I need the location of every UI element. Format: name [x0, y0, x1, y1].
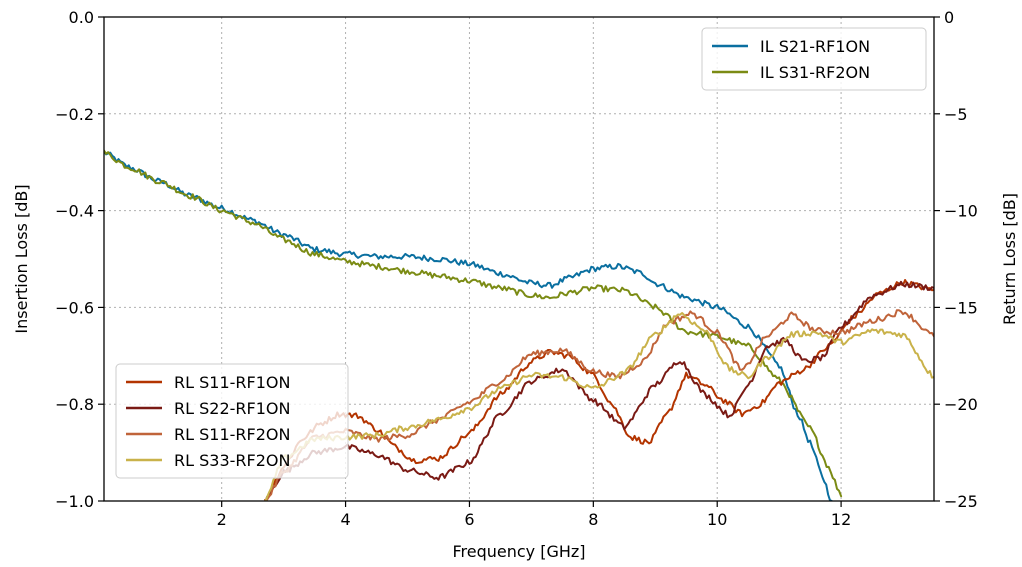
- legend-entry: RL S22-RF1ON: [174, 399, 290, 418]
- y-right-tick-label: −20: [944, 395, 978, 414]
- legend-top-right: IL S21-RF1ON IL S31-RF2ON: [701, 27, 927, 91]
- y-left-tick-label: −0.6: [55, 298, 94, 317]
- series-line-rl-s33-rf2on: [264, 312, 934, 501]
- series-line-il-s31-rf2on: [104, 149, 843, 498]
- plot-frame: [103, 16, 935, 502]
- y-right-tick-label: −5: [944, 105, 968, 124]
- legend-box: [701, 27, 927, 91]
- x-tick-label: 2: [217, 510, 227, 529]
- x-tick-label: 10: [707, 510, 727, 529]
- legend-entry: RL S33-RF2ON: [174, 451, 290, 470]
- x-tick-label: 12: [831, 510, 851, 529]
- y-axis-right-label: Return Loss [dB]: [1000, 193, 1019, 325]
- tick-group: 2 4 6 8 10 12 0.0 −0.2 −0.4 −0.6 −0.8 −1.0 0 −5 −10 −15…: [55, 8, 978, 529]
- y-left-tick-label: −0.2: [55, 105, 94, 124]
- legend-entry: IL S31-RF2ON: [760, 63, 870, 82]
- series-line-rl-s22-rf1on: [264, 280, 934, 501]
- x-tick-label: 8: [588, 510, 598, 529]
- legend-box: [115, 363, 349, 479]
- series-line-rl-s11-rf1on: [264, 279, 934, 501]
- y-right-tick-label: −15: [944, 298, 978, 317]
- legend-entry: RL S11-RF1ON: [174, 373, 290, 392]
- y-right-tick-label: −25: [944, 492, 978, 511]
- x-axis-label: Frequency [GHz]: [452, 542, 585, 561]
- y-left-tick-label: −0.8: [55, 395, 94, 414]
- y-axis-left-label: Insertion Loss [dB]: [12, 184, 31, 333]
- y-left-tick-label: −1.0: [55, 492, 94, 511]
- y-left-tick-label: 0.0: [69, 8, 94, 27]
- legend-entry: IL S21-RF1ON: [760, 37, 870, 56]
- legend-bottom-left: RL S11-RF1ON RL S22-RF1ON RL S11-RF2ON RL S…: [115, 363, 349, 479]
- y-right-tick-label: 0: [944, 8, 954, 27]
- y-right-tick-label: −10: [944, 202, 978, 221]
- x-tick-label: 6: [464, 510, 474, 529]
- series-line-rl-s11-rf2on: [264, 309, 934, 501]
- x-tick-label: 4: [340, 510, 350, 529]
- y-left-tick-label: −0.4: [55, 202, 94, 221]
- series-group: [104, 149, 934, 501]
- legend-entry: RL S11-RF2ON: [174, 425, 290, 444]
